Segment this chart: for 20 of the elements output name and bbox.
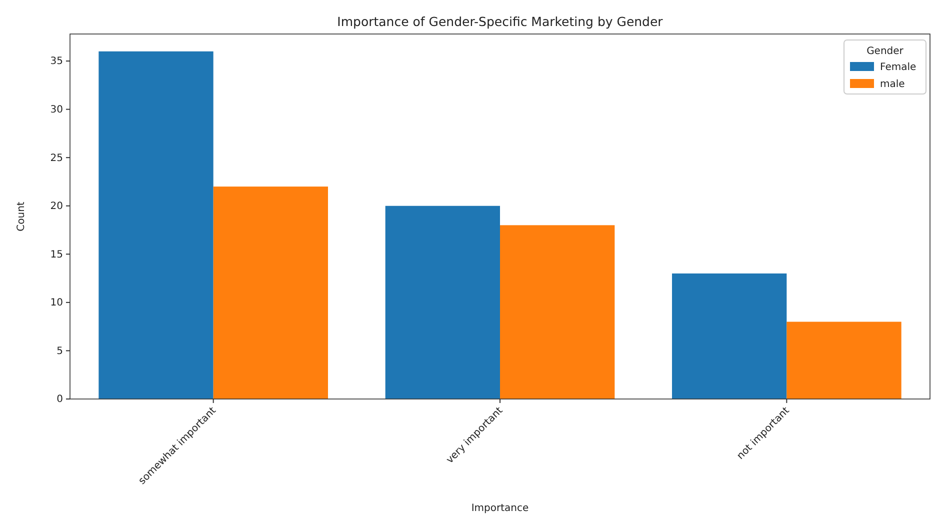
y-tick-label: 35 [50,56,63,68]
y-tick-label: 5 [56,346,63,357]
bar [385,206,500,399]
y-tick-label: 10 [50,298,63,309]
y-tick-label: 0 [56,394,63,406]
bar [500,225,615,399]
legend-label: male [880,79,905,90]
chart-title: Importance of Gender-Specific Marketing by Gender [337,14,664,29]
y-tick-label: 15 [50,249,63,260]
bar [672,273,787,399]
y-tick-label: 20 [50,201,63,212]
bar [786,322,902,399]
x-axis-title: Importance [471,503,529,514]
y-tick-label: 30 [50,104,63,116]
bar [213,186,328,399]
legend-title: Gender [866,46,904,57]
y-axis-title: Count [16,202,27,232]
bar [98,51,214,399]
legend-label: Female [880,62,916,73]
y-tick-label: 25 [50,152,63,164]
